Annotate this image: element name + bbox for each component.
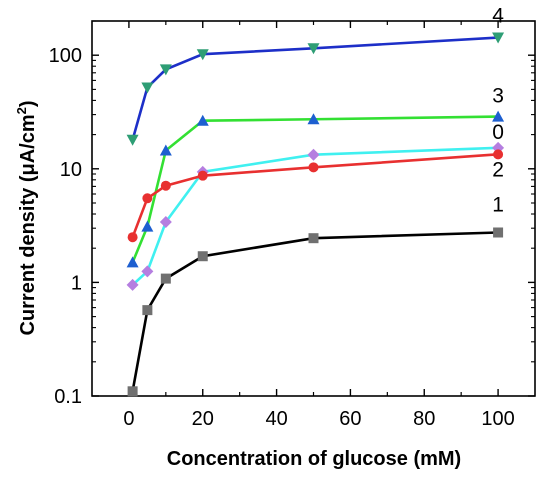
data-point (197, 251, 208, 262)
series-group (126, 32, 505, 397)
series-0 (126, 141, 505, 291)
data-point (308, 233, 319, 244)
data-point (141, 82, 154, 94)
tick-marks (92, 20, 535, 397)
data-point (307, 148, 320, 161)
x-axis-title: Concentration of glucose (mM) (167, 448, 461, 470)
data-point (307, 113, 320, 125)
y-tick-label: 1 (71, 272, 82, 294)
series-line (131, 115, 499, 263)
data-point (493, 227, 504, 238)
data-point (196, 49, 209, 61)
series-4 (126, 32, 505, 146)
x-tick-label: 60 (339, 408, 361, 430)
x-tick-label: 40 (265, 408, 287, 430)
series-label: 4 (492, 5, 504, 28)
data-point (141, 265, 154, 278)
series-labels: 4 3 0 2 1 (492, 5, 504, 217)
x-tick-label: 100 (481, 408, 514, 430)
x-tick-label: 80 (413, 408, 435, 430)
series-label: 2 (492, 158, 504, 181)
y-tick-label: 10 (60, 159, 82, 181)
series-label: 3 (492, 85, 504, 108)
series-line (131, 36, 499, 141)
data-point (127, 386, 138, 397)
data-point (159, 64, 172, 76)
y-tick-label: 100 (49, 45, 82, 67)
y-axis-title: Current density (μA/cm2) (14, 100, 39, 335)
x-tick-label: 20 (192, 408, 214, 430)
data-point (492, 32, 505, 44)
data-point (159, 216, 172, 229)
series-2 (127, 149, 504, 243)
series-label: 0 (492, 121, 504, 144)
data-point (160, 273, 171, 284)
y-tick-label: 0.1 (54, 386, 82, 408)
data-point (197, 170, 208, 181)
y-axis-title-main: Current density (μA/cm (17, 114, 39, 335)
series-line (131, 153, 499, 238)
data-point (196, 114, 209, 126)
series-1 (127, 227, 504, 397)
data-point (126, 134, 139, 146)
series-3 (126, 110, 505, 268)
data-point (159, 144, 172, 156)
data-point (142, 193, 153, 204)
series-label: 1 (492, 193, 504, 216)
y-axis-title-close: ) (17, 100, 39, 107)
data-point (160, 180, 171, 191)
y-axis-title-superscript: 2 (14, 107, 29, 114)
data-point (127, 232, 138, 243)
data-point (308, 162, 319, 173)
data-point (126, 256, 139, 268)
data-point (307, 43, 320, 55)
data-point (493, 149, 504, 160)
data-point (142, 305, 153, 316)
data-point (126, 278, 139, 291)
data-point (141, 220, 154, 232)
data-point (492, 110, 505, 122)
x-tick-label: 0 (123, 408, 134, 430)
series-line (131, 231, 499, 392)
